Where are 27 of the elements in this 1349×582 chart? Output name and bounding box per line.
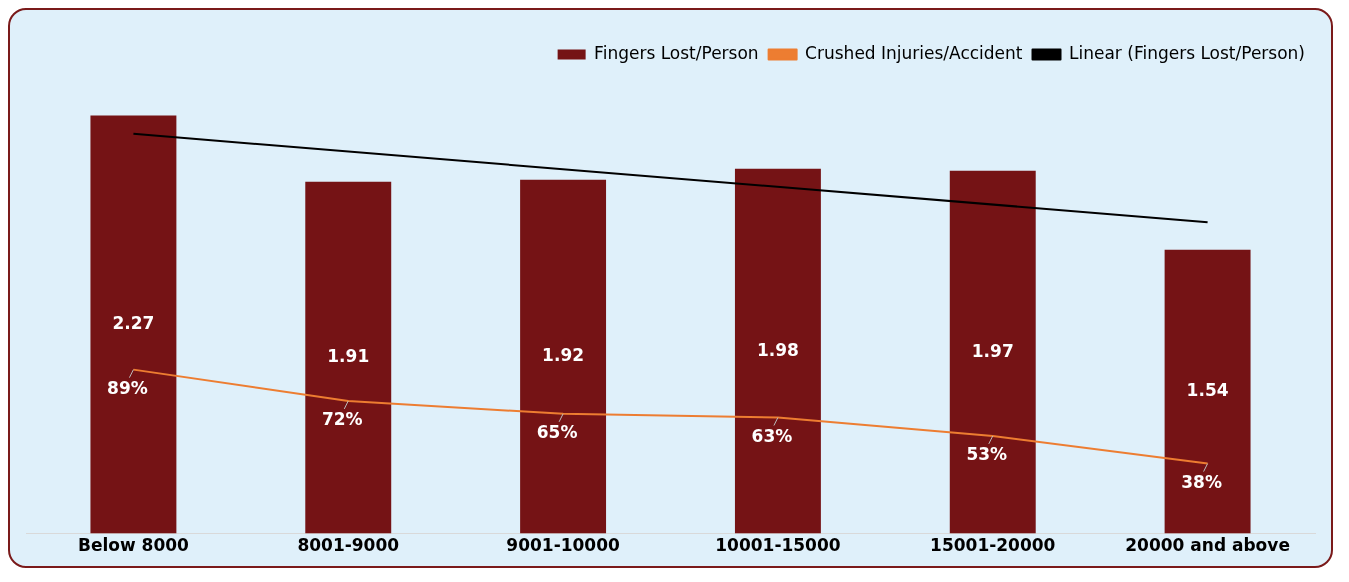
data-label: 38% (1181, 472, 1222, 493)
data-label: 1.92 (542, 345, 585, 366)
x-tick-label: 9001-10000 (506, 535, 621, 556)
data-label: 2.27 (112, 312, 155, 333)
data-label: 1.97 (971, 340, 1014, 361)
x-tick-label: 10001-15000 (715, 535, 841, 556)
legend-label: Linear (Fingers Lost/Person) (1069, 42, 1306, 63)
data-label: 72% (321, 409, 363, 430)
bar (734, 168, 821, 534)
data-label: 89% (107, 378, 148, 399)
bar (305, 181, 392, 534)
legend-label: Fingers Lost/Person (594, 42, 759, 63)
x-tick-label: 15001-20000 (930, 535, 1056, 556)
data-label: 1.91 (327, 346, 370, 367)
data-label: 1.54 (1186, 380, 1229, 401)
x-tick-label: 20000 and above (1125, 535, 1290, 556)
data-label: 63% (751, 425, 793, 446)
bar (90, 115, 177, 534)
legend-label: Crushed Injuries/Accident (805, 42, 1023, 63)
data-label: 65% (536, 422, 578, 443)
bar (949, 170, 1036, 534)
x-tick-label: Below 8000 (77, 535, 190, 556)
data-label: 53% (966, 444, 1008, 465)
x-tick-label: 8001-9000 (297, 535, 400, 556)
data-label: 1.98 (756, 339, 799, 360)
bar (520, 179, 607, 534)
bar (1164, 249, 1251, 534)
